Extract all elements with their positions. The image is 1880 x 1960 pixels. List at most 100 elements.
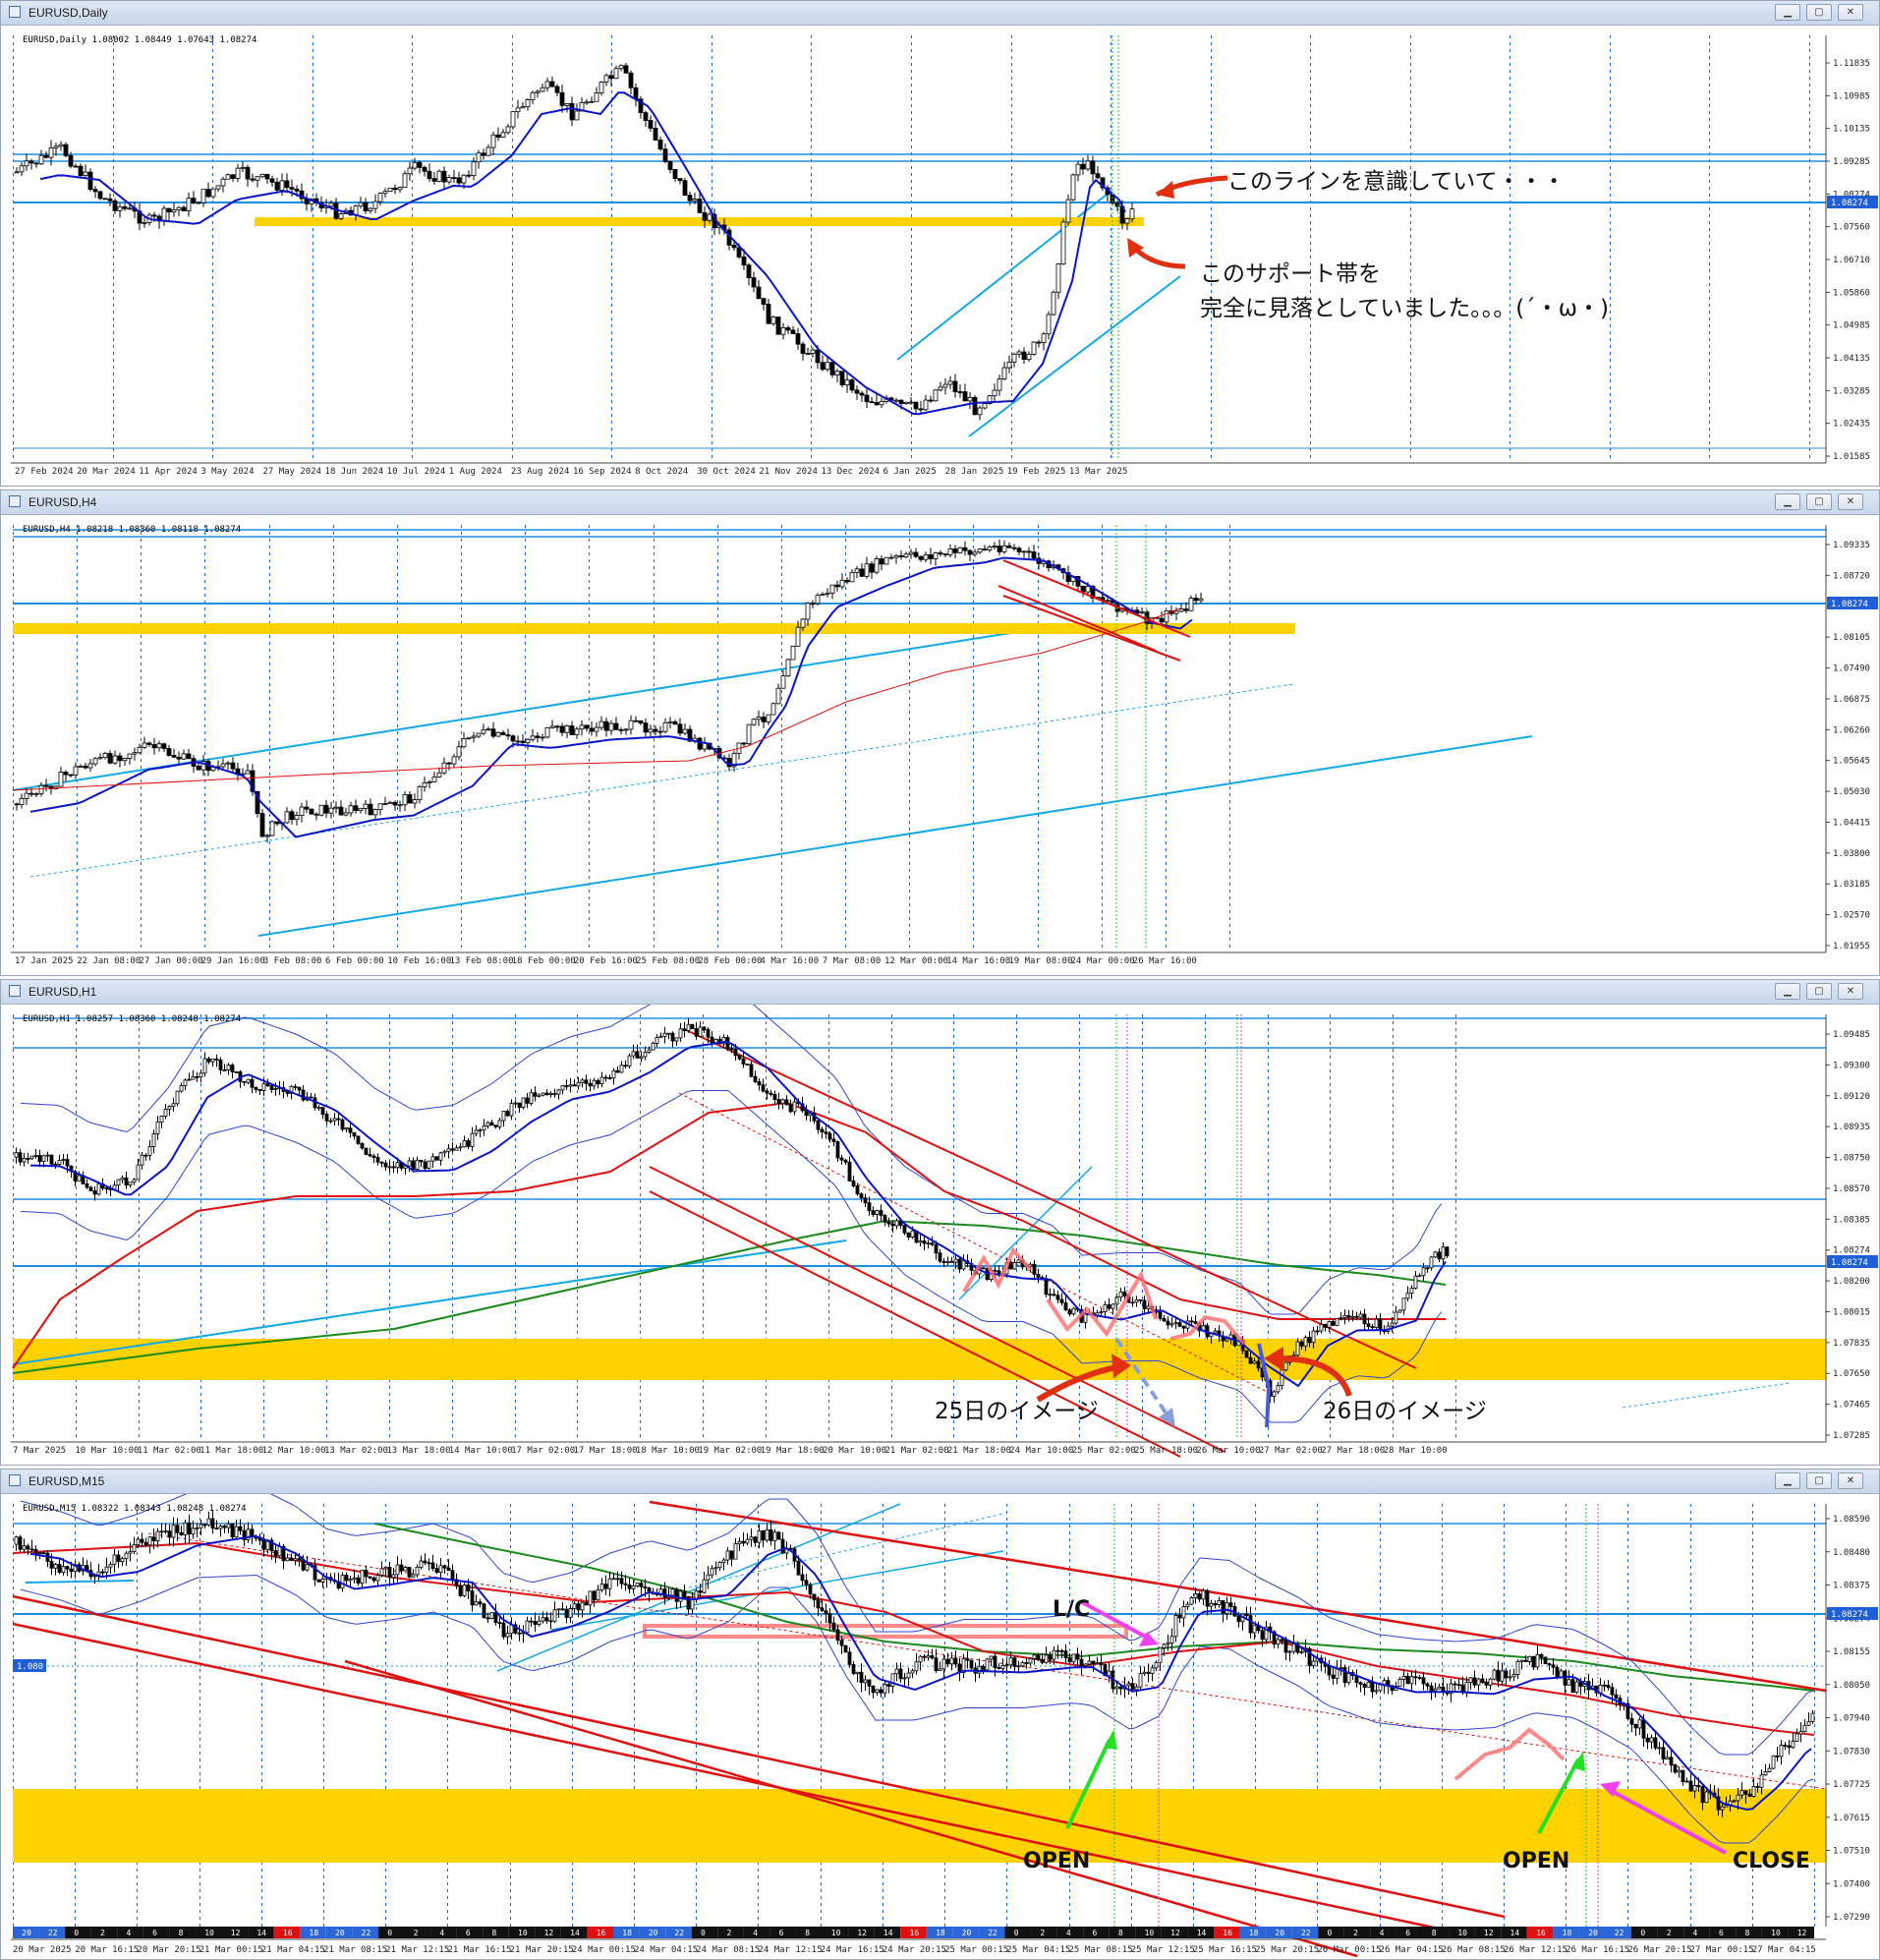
candle-body (434, 1568, 439, 1574)
candle-body (419, 1560, 424, 1568)
channel-short[interactable] (25, 1580, 135, 1584)
hour-cell (535, 1927, 561, 1938)
candle-body (33, 1548, 38, 1555)
minimize-button[interactable]: ▁ (1775, 983, 1800, 1000)
hour-label: 6 (1092, 1929, 1097, 1937)
channel-line[interactable] (496, 1503, 901, 1672)
candle-body (775, 317, 781, 335)
candle-body (28, 792, 34, 795)
time-label: 24 Mar 00:00 (1071, 956, 1135, 966)
maximize-button[interactable]: ▢ (1806, 4, 1832, 21)
close-button[interactable]: ✕ (1838, 4, 1863, 21)
candle-body (926, 1242, 931, 1245)
price-chart[interactable]: 1.094851.093001.091201.089351.087501.085… (1, 1005, 1879, 1465)
candle-body (981, 1665, 986, 1671)
window-titlebar[interactable]: EURUSD,Daily ▁ ▢ ✕ (1, 1, 1879, 26)
support-zone[interactable] (13, 1789, 1826, 1863)
red-channel-line[interactable] (344, 1659, 1358, 1958)
candle-body (1692, 1785, 1697, 1792)
candle-body (96, 1182, 101, 1195)
candle-body (489, 1612, 494, 1620)
candle-body (1142, 1299, 1147, 1309)
support-zone[interactable] (255, 217, 1144, 226)
price-chart[interactable]: 1.118351.109851.101351.092851.082741.075… (1, 26, 1879, 486)
arrow-open-1 (1065, 1739, 1111, 1829)
red-channel-line[interactable] (997, 585, 1157, 652)
maximize-button[interactable]: ▢ (1806, 493, 1832, 510)
candle-body (651, 1042, 655, 1051)
chart-window-h4[interactable]: EURUSD,H4 ▁ ▢ ✕ 1.093351.087201.082741.0… (0, 490, 1880, 976)
candle-body (515, 740, 521, 743)
candle-body (580, 1602, 585, 1611)
channel-line-upper[interactable] (896, 190, 1112, 361)
candle-body (1276, 1384, 1281, 1393)
candle-body (928, 553, 934, 559)
time-label: 21 Mar 08:15 (323, 1945, 387, 1955)
candle-body (358, 807, 364, 811)
chart-window-h1[interactable]: EURUSD,H1 ▁ ▢ ✕ (0, 979, 1880, 1466)
candle-body (230, 1523, 235, 1538)
candle-body (1111, 1303, 1115, 1309)
annotation-25th: 25日のイメージ (935, 1399, 1099, 1424)
minimize-button[interactable]: ▁ (1775, 493, 1800, 510)
hour-label: 12 (231, 1929, 241, 1937)
candle-body (1044, 1278, 1049, 1296)
channel-line[interactable] (550, 1550, 1004, 1631)
channel-line[interactable] (12, 1239, 847, 1365)
hour-label: 20 (1275, 1929, 1284, 1937)
window-titlebar[interactable]: EURUSD,M15 ▁ ▢ ✕ (1, 1470, 1879, 1494)
hour-label: 22 (1615, 1929, 1624, 1937)
minimize-button[interactable]: ▁ (1775, 1472, 1800, 1489)
candle-body (1555, 1666, 1560, 1679)
price-chart[interactable]: 1.085901.084801.083751.082741.081551.080… (1, 1494, 1879, 1960)
candle-body (490, 728, 496, 737)
support-zone[interactable] (13, 1339, 1826, 1380)
red-channel-line[interactable] (1002, 595, 1181, 662)
window-titlebar[interactable]: EURUSD,H1 ▁ ▢ ✕ (1, 980, 1879, 1005)
candle-body (1598, 1684, 1603, 1694)
support-zone[interactable] (13, 623, 1295, 634)
maximize-button[interactable]: ▢ (1806, 1472, 1832, 1489)
candle-body (643, 722, 649, 733)
candle-body (1059, 1650, 1064, 1652)
candle-body (737, 1055, 742, 1060)
candle-body (997, 546, 1002, 552)
candle-body (14, 803, 20, 806)
candle-body (893, 554, 899, 558)
price-tag (1827, 196, 1878, 208)
time-label: 25 Mar 12:15 (1131, 1945, 1195, 1955)
red-channel-line[interactable] (649, 1190, 1181, 1458)
red-channel-line[interactable] (649, 1166, 1225, 1453)
minimize-button[interactable]: ▁ (1775, 4, 1800, 21)
close-button[interactable]: ✕ (1838, 1472, 1863, 1489)
maximize-button[interactable]: ▢ (1806, 983, 1832, 1000)
candle-body (638, 721, 644, 724)
channel-small[interactable] (958, 1166, 1093, 1300)
close-button[interactable]: ✕ (1838, 493, 1863, 510)
candle-body (682, 1590, 687, 1598)
hour-cell (273, 1927, 301, 1938)
time-label: 27 Jan 00:00 (139, 956, 202, 966)
candle-body (250, 178, 256, 181)
chart-window-m15[interactable]: EURUSD,M15 ▁ ▢ ✕ (0, 1469, 1880, 1960)
red-channel-line[interactable] (683, 1028, 1417, 1369)
red-channel-line[interactable] (12, 1594, 1506, 1919)
candle-body (1280, 1639, 1284, 1642)
price-label: 1.08720 (1833, 571, 1870, 581)
arrow-head (1600, 1781, 1621, 1797)
candle-body (893, 399, 899, 402)
close-button[interactable]: ✕ (1838, 983, 1863, 1000)
hour-cell (404, 1927, 431, 1938)
chart-window-daily[interactable]: EURUSD,Daily ▁ ▢ ✕ 1.11835 1.10985 1.10135… (0, 0, 1880, 487)
hour-label: 12 (857, 1929, 867, 1937)
red-channel-line[interactable] (649, 1500, 1827, 1693)
red-channel-line[interactable] (12, 1622, 1476, 1938)
candle-body (18, 1536, 23, 1550)
candle-body (1535, 1653, 1540, 1668)
red-channel-line[interactable] (1002, 559, 1191, 638)
price-chart[interactable]: 1.093351.087201.082741.081051.074901.068… (1, 515, 1879, 975)
channel-line-lower[interactable] (968, 275, 1181, 437)
time-label: 25 Mar 04:15 (1006, 1945, 1070, 1955)
channel-line-lower[interactable] (257, 735, 1533, 937)
window-titlebar[interactable]: EURUSD,H4 ▁ ▢ ✕ (1, 490, 1879, 515)
